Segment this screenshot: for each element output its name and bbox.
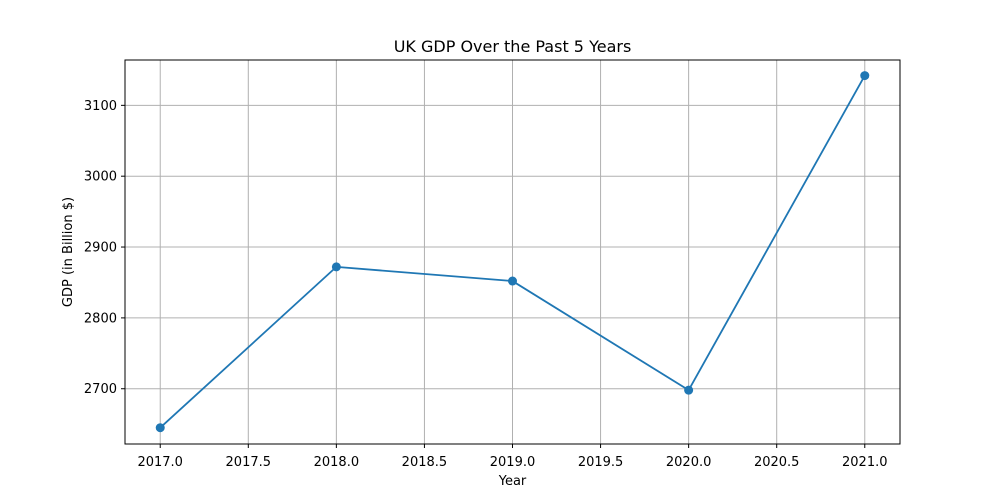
data-point [508,276,517,286]
data-point [684,385,694,395]
y-tick-label: 2700 [84,382,117,397]
data-point [331,262,341,272]
x-tick-label: 2019.5 [578,455,624,470]
x-tick-label: 2021.0 [842,455,888,470]
y-tick-label: 2800 [84,311,117,326]
y-tick-label: 3100 [84,99,117,114]
series-layer [155,71,870,433]
x-tick-label: 2017.0 [137,455,183,470]
y-tick-label: 3000 [84,170,117,185]
x-tick-label: 2020.5 [754,455,800,470]
chart-title: UK GDP Over the Past 5 Years [394,37,632,56]
tick-layer: 2017.0 2017.5 2018.0 2018.5 2019.0 2019.5 2020… [84,99,888,470]
data-point [155,423,165,433]
x-tick-label: 2018.5 [402,455,448,470]
y-tick-label: 2900 [84,241,117,256]
x-axis-title: Year [498,474,527,489]
x-tick-label: 2018.0 [314,455,360,470]
data-point [860,71,870,81]
x-tick-label: 2017.5 [226,455,272,470]
grid-lines [125,60,900,444]
y-axis-title: GDP (in Billion $) [61,197,76,307]
x-tick-label: 2020.0 [666,455,712,470]
x-tick-label: 2019.0 [490,455,536,470]
